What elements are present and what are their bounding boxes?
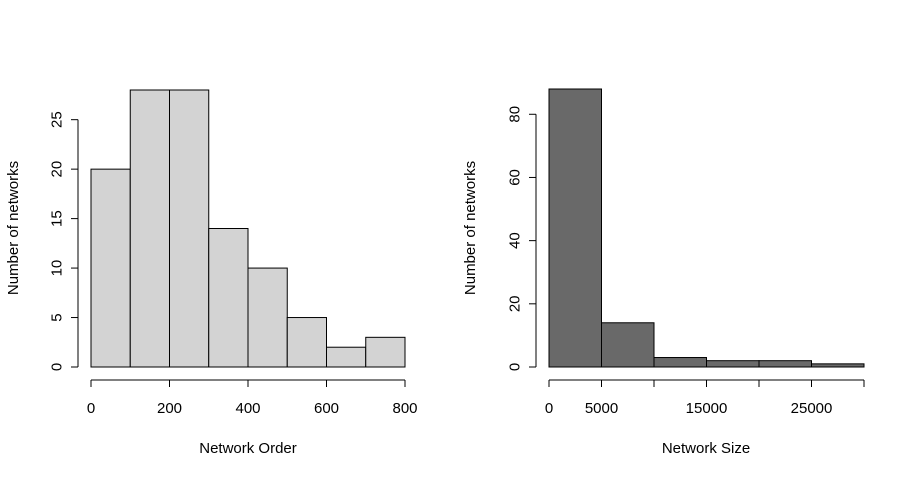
size-x-axis-title: Network Size (662, 440, 750, 457)
order-y-tick-label: 10 (48, 260, 65, 277)
order-x-axis-title: Network Order (199, 440, 297, 457)
size-y-tick-label: 80 (506, 106, 523, 123)
order-bar (129, 89, 170, 368)
order-bar (326, 346, 367, 368)
order-x-tick-label: 0 (87, 400, 95, 417)
size-x-tick-label: 5000 (585, 400, 618, 417)
order-y-axis-title: Number of networks (5, 161, 22, 295)
order-y-tick-label: 5 (48, 313, 65, 321)
size-bar (758, 360, 812, 368)
order-y-tick-label: 25 (48, 111, 65, 128)
order-bar (365, 336, 406, 368)
size-bar (653, 357, 707, 368)
order-bar (208, 228, 249, 368)
order-y-tick-label: 0 (48, 363, 65, 371)
size-bar (548, 88, 602, 368)
size-bar (811, 363, 865, 368)
order-y-axis: 0 5 10 15 20 25 (48, 111, 79, 371)
size-x-axis: 0 5000 15000 25000 (545, 379, 865, 417)
size-y-axis-title: Number of networks (462, 161, 479, 295)
size-y-axis: 0 20 40 60 80 (506, 106, 537, 371)
order-bar (247, 267, 288, 368)
order-x-tick-label: 800 (392, 400, 417, 417)
order-bar (169, 89, 210, 368)
size-histogram-panel: 0 5000 15000 25000 0 20 40 60 80 Network Size N… (462, 88, 865, 457)
order-bar (286, 317, 327, 368)
order-histogram-bars (90, 89, 406, 368)
order-bar (90, 168, 131, 368)
size-histogram-bars (548, 88, 865, 368)
order-x-tick-label: 200 (157, 400, 182, 417)
order-x-tick-label: 600 (314, 400, 339, 417)
size-x-tick-label: 0 (545, 400, 553, 417)
size-y-tick-label: 40 (506, 232, 523, 249)
size-y-tick-label: 20 (506, 295, 523, 312)
size-y-tick-label: 0 (506, 363, 523, 371)
size-y-tick-label: 60 (506, 169, 523, 186)
order-histogram-panel: 0 200 400 600 800 0 5 10 15 20 25 Network Order N… (5, 89, 418, 457)
size-bar (601, 322, 655, 368)
size-x-tick-label: 15000 (686, 400, 728, 417)
size-bar (706, 360, 760, 368)
order-y-tick-label: 20 (48, 161, 65, 178)
order-x-axis: 0 200 400 600 800 (87, 379, 418, 417)
size-x-tick-label: 25000 (791, 400, 833, 417)
order-x-tick-label: 400 (235, 400, 260, 417)
order-y-tick-label: 15 (48, 210, 65, 227)
